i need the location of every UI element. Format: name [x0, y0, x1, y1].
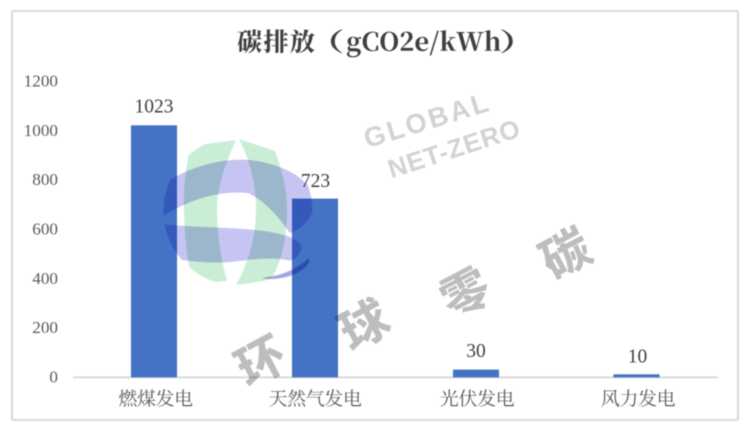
svg-text:200: 200: [32, 318, 58, 337]
svg-text:400: 400: [32, 269, 58, 288]
svg-text:10: 10: [628, 346, 648, 367]
svg-text:600: 600: [32, 220, 58, 239]
svg-text:30: 30: [466, 341, 486, 362]
svg-text:1200: 1200: [24, 72, 58, 91]
svg-text:0: 0: [49, 368, 58, 387]
svg-text:1000: 1000: [24, 121, 58, 140]
svg-text:1023: 1023: [135, 97, 174, 118]
svg-text:800: 800: [32, 170, 58, 189]
